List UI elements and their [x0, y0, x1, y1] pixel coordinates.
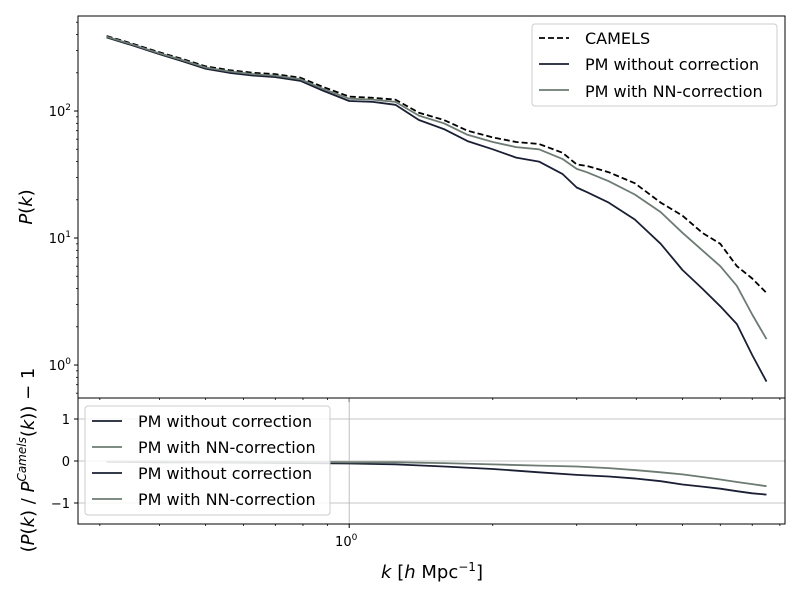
legend-label-pm-nn: PM with NN-correction — [585, 82, 763, 101]
bottom-panel: 100 1 0 −1 PM without correction PM with NN… — [15, 368, 786, 583]
bottom-legend-label-1: PM without correction — [138, 412, 312, 431]
bottom-y-axis-label: (P(k) / PCamels(k)) − 1 — [15, 368, 39, 553]
top-legend-box — [531, 23, 778, 107]
top-y-tick-label: 102 — [49, 103, 71, 120]
bottom-y-tick-label: −1 — [51, 497, 70, 512]
top-series-line-pm-without-correction — [106, 36, 768, 383]
bottom-y-tick-label: 1 — [62, 413, 70, 428]
bottom-legend-label-2: PM with NN-correction — [138, 438, 316, 457]
top-y-tick-label: 101 — [49, 230, 71, 247]
legend-label-pm-without: PM without correction — [585, 55, 759, 74]
top-series-line-pm-with-nn-correction — [106, 35, 768, 340]
top-panel: 100 101 102 P(k) CAMELS PM without correct… — [16, 15, 786, 402]
bottom-axes-frame — [77, 397, 786, 525]
bottom-legend-label-4: PM with NN-correction — [138, 490, 316, 509]
top-series-group — [106, 35, 768, 383]
top-legend: CAMELS PM without correction PM with NN-… — [531, 23, 778, 107]
bottom-legend-label-3: PM without correction — [138, 464, 312, 483]
x-axis-label: k [h Mpc−1] — [381, 560, 483, 583]
bottom-y-tick-label: 0 — [62, 455, 70, 470]
bottom-legend-box — [84, 405, 331, 516]
top-series-line-camels — [106, 35, 768, 294]
bottom-legend: PM without correction PM with NN-correct… — [84, 405, 331, 516]
legend-label-camels: CAMELS — [585, 29, 650, 48]
top-y-axis-label: P(k) — [16, 189, 37, 224]
bottom-x-tick-label: 100 — [335, 533, 358, 550]
top-y-ticks: 100 101 102 — [49, 21, 78, 394]
top-y-tick-label: 100 — [49, 357, 72, 374]
